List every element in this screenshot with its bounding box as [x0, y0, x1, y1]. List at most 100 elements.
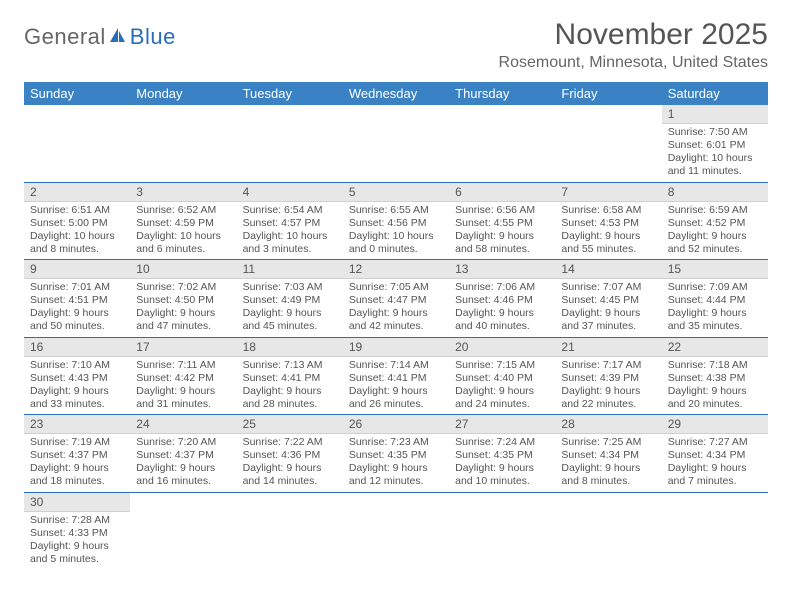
day-info: Sunrise: 7:15 AMSunset: 4:40 PMDaylight:…: [449, 357, 555, 415]
day-number: 18: [237, 338, 343, 357]
calendar-cell: 5Sunrise: 6:55 AMSunset: 4:56 PMDaylight…: [343, 182, 449, 260]
sunrise: Sunrise: 7:50 AM: [668, 126, 762, 139]
sunset: Sunset: 6:01 PM: [668, 139, 762, 152]
sunrise: Sunrise: 7:15 AM: [455, 359, 549, 372]
day-number: 6: [449, 183, 555, 202]
calendar-cell: 22Sunrise: 7:18 AMSunset: 4:38 PMDayligh…: [662, 337, 768, 415]
day-info: Sunrise: 7:14 AMSunset: 4:41 PMDaylight:…: [343, 357, 449, 415]
sunrise: Sunrise: 7:10 AM: [30, 359, 124, 372]
sunset: Sunset: 4:51 PM: [30, 294, 124, 307]
sunrise: Sunrise: 7:09 AM: [668, 281, 762, 294]
sunrise: Sunrise: 7:02 AM: [136, 281, 230, 294]
calendar-header: SundayMondayTuesdayWednesdayThursdayFrid…: [24, 82, 768, 105]
calendar-cell: [555, 105, 661, 182]
day-number: 20: [449, 338, 555, 357]
calendar-cell: 6Sunrise: 6:56 AMSunset: 4:55 PMDaylight…: [449, 182, 555, 260]
sunset: Sunset: 4:36 PM: [243, 449, 337, 462]
sunset: Sunset: 4:33 PM: [30, 527, 124, 540]
sunrise: Sunrise: 7:13 AM: [243, 359, 337, 372]
weekday-header: Thursday: [449, 82, 555, 105]
day-info: Sunrise: 7:20 AMSunset: 4:37 PMDaylight:…: [130, 434, 236, 492]
sunset: Sunset: 4:55 PM: [455, 217, 549, 230]
day-info: Sunrise: 7:02 AMSunset: 4:50 PMDaylight:…: [130, 279, 236, 337]
sunset: Sunset: 4:53 PM: [561, 217, 655, 230]
daylight: Daylight: 9 hours and 5 minutes.: [30, 540, 124, 566]
day-info: Sunrise: 7:23 AMSunset: 4:35 PMDaylight:…: [343, 434, 449, 492]
day-info: Sunrise: 7:19 AMSunset: 4:37 PMDaylight:…: [24, 434, 130, 492]
sunset: Sunset: 4:39 PM: [561, 372, 655, 385]
sunrise: Sunrise: 7:14 AM: [349, 359, 443, 372]
daylight: Daylight: 9 hours and 26 minutes.: [349, 385, 443, 411]
daylight: Daylight: 9 hours and 42 minutes.: [349, 307, 443, 333]
sunset: Sunset: 4:57 PM: [243, 217, 337, 230]
sunrise: Sunrise: 6:58 AM: [561, 204, 655, 217]
day-number: 4: [237, 183, 343, 202]
calendar-table: SundayMondayTuesdayWednesdayThursdayFrid…: [24, 82, 768, 569]
calendar-cell: [130, 492, 236, 569]
sunset: Sunset: 4:50 PM: [136, 294, 230, 307]
sunrise: Sunrise: 7:01 AM: [30, 281, 124, 294]
weekday-header: Friday: [555, 82, 661, 105]
day-number: 16: [24, 338, 130, 357]
day-info: Sunrise: 6:59 AMSunset: 4:52 PMDaylight:…: [662, 202, 768, 260]
calendar-cell: [662, 492, 768, 569]
day-info: Sunrise: 7:24 AMSunset: 4:35 PMDaylight:…: [449, 434, 555, 492]
daylight: Daylight: 9 hours and 37 minutes.: [561, 307, 655, 333]
day-number: 13: [449, 260, 555, 279]
sunset: Sunset: 4:47 PM: [349, 294, 443, 307]
day-info: Sunrise: 6:51 AMSunset: 5:00 PMDaylight:…: [24, 202, 130, 260]
calendar-cell: [343, 492, 449, 569]
weekday-header: Sunday: [24, 82, 130, 105]
sunrise: Sunrise: 7:11 AM: [136, 359, 230, 372]
calendar-cell: [449, 105, 555, 182]
calendar-cell: [449, 492, 555, 569]
calendar-cell: 9Sunrise: 7:01 AMSunset: 4:51 PMDaylight…: [24, 260, 130, 338]
daylight: Daylight: 9 hours and 18 minutes.: [30, 462, 124, 488]
calendar-cell: 3Sunrise: 6:52 AMSunset: 4:59 PMDaylight…: [130, 182, 236, 260]
day-info: Sunrise: 7:17 AMSunset: 4:39 PMDaylight:…: [555, 357, 661, 415]
sunrise: Sunrise: 7:19 AM: [30, 436, 124, 449]
sunrise: Sunrise: 7:24 AM: [455, 436, 549, 449]
calendar-cell: 13Sunrise: 7:06 AMSunset: 4:46 PMDayligh…: [449, 260, 555, 338]
weekday-header: Saturday: [662, 82, 768, 105]
sunset: Sunset: 4:37 PM: [30, 449, 124, 462]
location: Rosemount, Minnesota, United States: [499, 54, 768, 72]
day-info: Sunrise: 7:07 AMSunset: 4:45 PMDaylight:…: [555, 279, 661, 337]
sunrise: Sunrise: 7:27 AM: [668, 436, 762, 449]
calendar-cell: 23Sunrise: 7:19 AMSunset: 4:37 PMDayligh…: [24, 415, 130, 493]
calendar-cell: 24Sunrise: 7:20 AMSunset: 4:37 PMDayligh…: [130, 415, 236, 493]
sail-icon: [108, 24, 128, 50]
sunset: Sunset: 4:45 PM: [561, 294, 655, 307]
calendar-cell: 2Sunrise: 6:51 AMSunset: 5:00 PMDaylight…: [24, 182, 130, 260]
daylight: Daylight: 9 hours and 35 minutes.: [668, 307, 762, 333]
calendar-body: 1Sunrise: 7:50 AMSunset: 6:01 PMDaylight…: [24, 105, 768, 569]
sunset: Sunset: 5:00 PM: [30, 217, 124, 230]
calendar-cell: 4Sunrise: 6:54 AMSunset: 4:57 PMDaylight…: [237, 182, 343, 260]
calendar-cell: 15Sunrise: 7:09 AMSunset: 4:44 PMDayligh…: [662, 260, 768, 338]
sunset: Sunset: 4:41 PM: [349, 372, 443, 385]
sunrise: Sunrise: 7:06 AM: [455, 281, 549, 294]
logo-text-2: Blue: [130, 24, 176, 50]
day-number: 19: [343, 338, 449, 357]
calendar-cell: [555, 492, 661, 569]
sunrise: Sunrise: 7:18 AM: [668, 359, 762, 372]
daylight: Daylight: 9 hours and 20 minutes.: [668, 385, 762, 411]
calendar-cell: 30Sunrise: 7:28 AMSunset: 4:33 PMDayligh…: [24, 492, 130, 569]
day-number: 27: [449, 415, 555, 434]
sunset: Sunset: 4:38 PM: [668, 372, 762, 385]
calendar-cell: [24, 105, 130, 182]
sunrise: Sunrise: 6:56 AM: [455, 204, 549, 217]
daylight: Daylight: 9 hours and 12 minutes.: [349, 462, 443, 488]
daylight: Daylight: 9 hours and 10 minutes.: [455, 462, 549, 488]
calendar-cell: 16Sunrise: 7:10 AMSunset: 4:43 PMDayligh…: [24, 337, 130, 415]
daylight: Daylight: 9 hours and 45 minutes.: [243, 307, 337, 333]
calendar-cell: 8Sunrise: 6:59 AMSunset: 4:52 PMDaylight…: [662, 182, 768, 260]
day-info: Sunrise: 6:56 AMSunset: 4:55 PMDaylight:…: [449, 202, 555, 260]
logo: General Blue: [24, 24, 176, 50]
day-number: 12: [343, 260, 449, 279]
sunset: Sunset: 4:35 PM: [455, 449, 549, 462]
day-info: Sunrise: 7:01 AMSunset: 4:51 PMDaylight:…: [24, 279, 130, 337]
daylight: Daylight: 9 hours and 16 minutes.: [136, 462, 230, 488]
day-number: 3: [130, 183, 236, 202]
day-number: 23: [24, 415, 130, 434]
